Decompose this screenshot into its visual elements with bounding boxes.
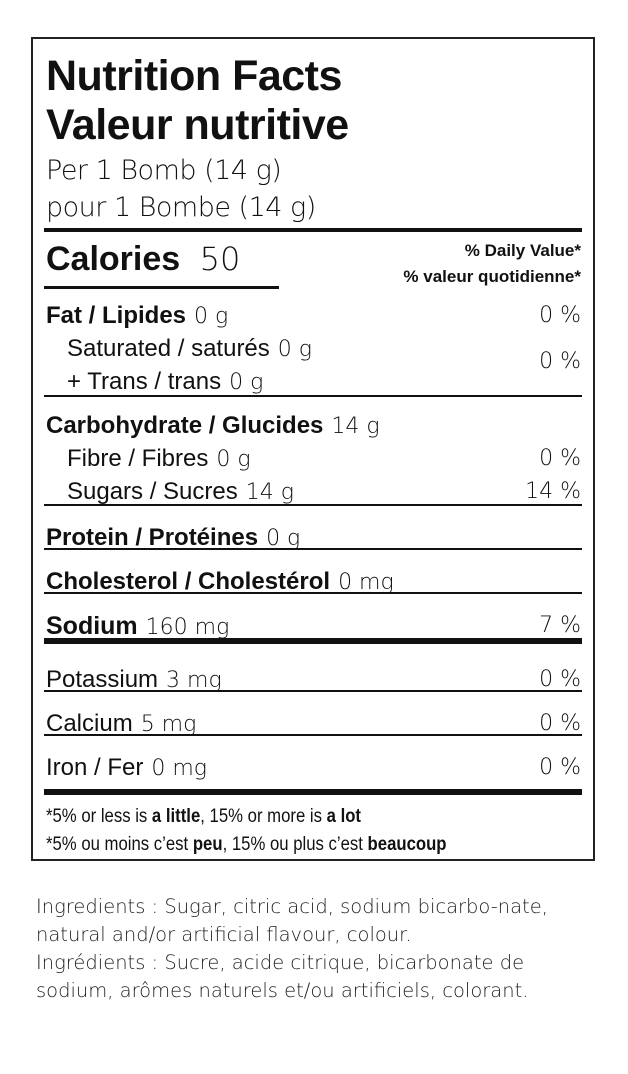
nutrient-row: Iron / Fer 0 mg 0 % <box>46 753 581 783</box>
daily-value-fr: % valeur quotidienne* <box>403 267 581 286</box>
divider <box>44 690 582 692</box>
nutrient-amount: 0 g <box>277 337 312 362</box>
nutrient-row: + Trans / trans 0 g <box>46 367 581 397</box>
nutrient-dv: 0 % <box>539 349 581 374</box>
nutrient-row: Fibre / Fibres 0 g 0 % <box>46 444 581 474</box>
nutrient-row: Cholesterol / Cholestérol 0 mg <box>46 567 581 597</box>
nutrient-amount: 0 g <box>216 447 251 472</box>
calories-underline <box>44 286 279 289</box>
divider <box>44 395 582 397</box>
nutrient-amount: 0 mg <box>151 756 207 781</box>
nutrient-name: Saturated / saturés <box>67 335 270 362</box>
nutrient-name: Potassium <box>46 666 159 693</box>
divider <box>44 734 582 736</box>
nutrient-name: Calcium <box>46 710 133 737</box>
nutrient-row: Saturated / saturés 0 g 0 % <box>46 334 581 374</box>
divider <box>44 548 582 550</box>
nutrient-dv: 0 % <box>539 667 581 692</box>
serving-fr: pour 1 Bombe (14 g) <box>46 192 316 223</box>
nutrient-row: Calcium 5 mg 0 % <box>46 709 581 739</box>
nutrient-dv: 0 % <box>539 755 581 780</box>
nutrient-amount: 0 g <box>266 526 301 551</box>
nutrient-row: Carbohydrate / Glucides 14 g <box>46 411 581 441</box>
ingredients-fr: Ingrédients : Sucre, acide citrique, bic… <box>36 951 529 1002</box>
nutrient-amount: 14 g <box>245 480 294 505</box>
nutrient-row: Protein / Protéines 0 g <box>46 523 581 553</box>
divider <box>44 638 582 644</box>
nutrient-row: Sugars / Sucres 14 g 14 % <box>46 477 581 507</box>
nutrient-amount: 0 mg <box>338 570 394 595</box>
divider-thick <box>44 789 582 795</box>
nutrient-dv: 0 % <box>539 446 581 471</box>
nutrient-name: Carbohydrate / Glucides <box>46 412 324 439</box>
title-en: Nutrition Facts <box>46 52 342 100</box>
calories: Calories 50 <box>46 239 240 279</box>
nutrient-name: Sugars / Sucres <box>67 478 238 505</box>
divider <box>44 592 582 594</box>
nutrient-name: Iron / Fer <box>46 754 144 781</box>
calories-value: 50 <box>199 240 241 278</box>
nutrition-facts-table: Nutrition Facts Valeur nutritive Per 1 B… <box>31 37 595 861</box>
footnote-en: *5% or less is a little, 15% or more is … <box>46 806 361 827</box>
nutrient-amount: 0 g <box>229 370 264 395</box>
nutrient-row: Potassium 3 mg 0 % <box>46 665 581 695</box>
nutrient-name: Sodium <box>46 612 138 640</box>
nutrient-amount: 3 mg <box>166 668 222 693</box>
nutrient-name: Fat / Lipides <box>46 302 187 329</box>
calories-label: Calories <box>46 240 181 278</box>
ingredients: Ingredients : Sugar, citric acid, sodium… <box>36 893 601 1005</box>
nutrient-dv: 7 % <box>539 613 581 638</box>
nutrient-name: Cholesterol / Cholestérol <box>46 568 331 595</box>
nutrient-row: Fat / Lipides 0 g 0 % <box>46 301 581 331</box>
nutrient-amount: 14 g <box>331 414 380 439</box>
title-fr: Valeur nutritive <box>46 101 349 149</box>
daily-value-en: % Daily Value* <box>464 241 581 260</box>
nutrient-row: Sodium 160 mg 7 % <box>46 611 581 641</box>
nutrient-dv: 14 % <box>525 479 581 504</box>
nutrient-amount: 160 mg <box>145 615 230 640</box>
nutrient-dv: 0 % <box>539 303 581 328</box>
nutrient-name: Fibre / Fibres <box>67 445 209 472</box>
footnote-fr: *5% ou moins c’est peu, 15% ou plus c’es… <box>46 834 447 855</box>
serving-en: Per 1 Bomb (14 g) <box>46 155 282 186</box>
nutrient-name: + Trans / trans <box>67 368 222 395</box>
divider <box>44 504 582 506</box>
nutrient-amount: 5 mg <box>140 712 197 737</box>
divider-thick <box>44 228 582 232</box>
ingredients-en: Ingredients : Sugar, citric acid, sodium… <box>36 895 548 946</box>
nutrient-dv: 0 % <box>539 711 581 736</box>
nutrient-amount: 0 g <box>194 304 229 329</box>
nutrient-name: Protein / Protéines <box>46 524 259 551</box>
